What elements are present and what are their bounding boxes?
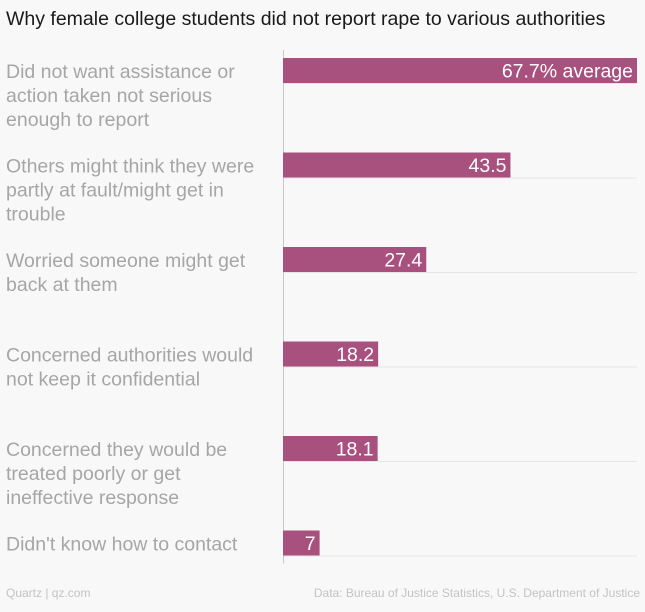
bar-value-label: 67.7% average: [502, 61, 633, 83]
bar-value-label: 18.2: [336, 344, 374, 366]
category-label: back at them: [6, 274, 118, 296]
category-label: Concerned they would be: [6, 439, 227, 461]
bar-value-label: 18.1: [336, 439, 374, 461]
category-label: Others might think they were: [6, 156, 254, 178]
category-label: partly at fault/might get in: [6, 180, 224, 202]
footer-credit: Quartz | qz.com: [6, 586, 91, 600]
category-label: Worried someone might get: [6, 250, 246, 272]
bar-value-label: 27.4: [384, 250, 422, 272]
footer-source: Data: Bureau of Justice Statistics, U.S.…: [313, 586, 640, 600]
category-label: enough to report: [6, 109, 150, 131]
chart-title: Why female college students did not repo…: [6, 8, 606, 30]
bar: [283, 152, 511, 178]
category-label: treated poorly or get: [6, 463, 181, 485]
category-label: Didn't know how to contact: [6, 534, 238, 556]
category-label: not keep it confidential: [6, 369, 200, 391]
bar: [283, 341, 379, 367]
bar-value-label: 7: [305, 533, 316, 555]
category-label: action taken not serious: [6, 85, 212, 107]
bar: [283, 436, 378, 461]
category-label: Did not want assistance or: [6, 61, 235, 83]
bar: [283, 58, 637, 83]
category-label: trouble: [6, 204, 66, 226]
category-label: Concerned authorities would: [6, 345, 253, 367]
bar-value-label: 43.5: [469, 155, 507, 177]
bar: [283, 530, 320, 556]
bar: [283, 247, 427, 272]
category-label: ineffective response: [6, 487, 179, 509]
